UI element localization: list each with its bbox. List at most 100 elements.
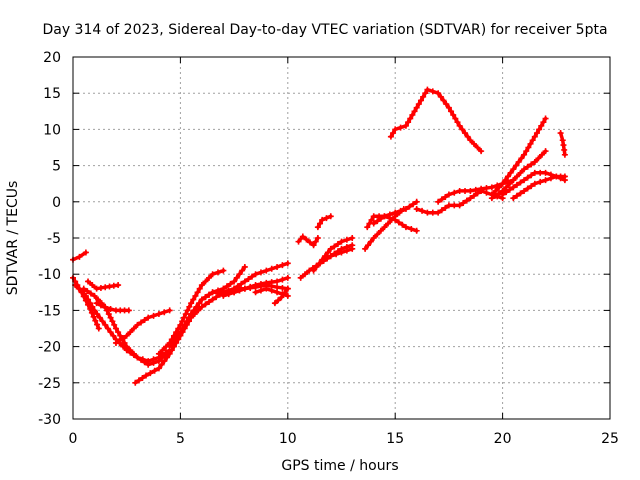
data-point-marker: [150, 312, 157, 319]
data-point-marker: [206, 291, 213, 298]
data-point-marker: [531, 169, 538, 176]
data-point-marker: [231, 285, 238, 292]
data-point-marker: [257, 269, 264, 276]
data-point-marker: [513, 162, 520, 169]
data-point-marker: [448, 108, 455, 115]
data-point-marker: [274, 289, 281, 296]
series-pass-dd: [510, 173, 568, 202]
data-point-marker: [139, 374, 146, 381]
y-tick-label: -10: [38, 267, 61, 283]
data-point-marker: [186, 303, 193, 310]
data-point-marker: [263, 267, 270, 274]
data-point-marker: [209, 271, 216, 278]
data-point-marker: [438, 207, 445, 214]
x-tick-label: 25: [601, 431, 619, 447]
data-point-marker: [392, 126, 399, 133]
data-point-marker: [194, 289, 201, 296]
data-point-marker: [158, 361, 165, 368]
data-point-marker: [408, 225, 415, 232]
data-point-marker: [527, 140, 534, 147]
data-point-marker: [245, 276, 252, 283]
data-point-marker: [513, 181, 520, 188]
data-point-marker: [334, 241, 341, 248]
data-point-marker: [206, 274, 213, 281]
data-point-marker: [97, 302, 104, 309]
data-point-marker: [409, 111, 416, 118]
data-point-marker: [435, 90, 442, 97]
data-point-marker: [343, 236, 350, 243]
data-point-marker: [188, 311, 195, 318]
data-point-marker: [257, 287, 264, 294]
series-trace: [73, 283, 172, 363]
data-point-marker: [85, 296, 92, 303]
data-point-marker: [297, 274, 304, 281]
axis-ticks: 0 5 10 15 20 25 -30 -25 -20 -15 -10 -5 0 5 10 15 20: [38, 50, 619, 447]
y-tick-label: -30: [38, 412, 61, 428]
data-point-marker: [424, 86, 431, 93]
data-point-marker: [112, 325, 119, 332]
data-point-marker: [528, 172, 535, 179]
data-point-marker: [531, 133, 538, 140]
data-point-marker: [299, 233, 306, 240]
data-point-marker: [263, 279, 270, 286]
data-point-marker: [517, 190, 524, 197]
data-point-marker: [506, 180, 513, 187]
data-point-marker: [115, 282, 122, 289]
data-point-marker: [521, 177, 528, 184]
data-point-marker: [284, 285, 291, 292]
data-point-marker: [241, 278, 248, 285]
data-point-marker: [343, 244, 350, 251]
series-pass-q: [297, 245, 356, 281]
data-point-marker: [488, 184, 495, 191]
data-point-marker: [503, 189, 510, 196]
data-point-marker: [172, 336, 179, 343]
data-point-marker: [456, 202, 463, 209]
data-point-marker: [155, 358, 162, 365]
data-point-marker: [537, 169, 544, 176]
data-point-marker: [381, 213, 388, 220]
data-point-marker: [429, 88, 436, 95]
data-point-marker: [184, 307, 191, 314]
data-point-marker: [125, 307, 132, 314]
data-point-marker: [196, 300, 203, 307]
data-point-marker: [521, 187, 528, 194]
data-point-marker: [268, 279, 275, 286]
data-point-marker: [169, 339, 176, 346]
y-axis-label: SDTVAR / TECUs: [5, 181, 21, 296]
data-point-marker: [402, 206, 409, 213]
data-point-marker: [443, 101, 450, 108]
data-point-marker: [198, 282, 205, 289]
data-point-marker: [198, 303, 205, 310]
data-point-marker: [213, 294, 220, 301]
y-tick-label: 10: [43, 122, 61, 138]
data-point-marker: [395, 219, 402, 226]
data-point-marker: [387, 133, 394, 140]
data-point-marker: [99, 318, 106, 325]
data-point-marker: [504, 173, 511, 180]
data-point-marker: [406, 203, 413, 210]
y-tick-label: 20: [43, 50, 61, 66]
data-point-marker: [91, 292, 98, 299]
data-point-marker: [161, 358, 168, 365]
data-point-marker: [478, 148, 485, 155]
data-point-marker: [159, 347, 166, 354]
data-point-marker: [411, 108, 418, 115]
data-point-marker: [323, 215, 330, 222]
data-point-marker: [284, 292, 291, 299]
data-point-marker: [202, 278, 209, 285]
data-point-marker: [397, 207, 404, 214]
data-point-marker: [402, 224, 409, 231]
data-point-marker: [317, 260, 324, 267]
data-point-marker: [87, 290, 94, 297]
data-point-marker: [91, 307, 98, 314]
data-point-marker: [364, 242, 371, 249]
data-point-marker: [392, 209, 399, 216]
data-point-marker: [193, 303, 200, 310]
data-point-marker: [80, 285, 87, 292]
data-point-marker: [89, 303, 96, 310]
data-point-marker: [390, 130, 397, 137]
data-point-marker: [236, 287, 243, 294]
series-pass-t: [314, 213, 334, 231]
data-point-marker: [319, 216, 326, 223]
data-point-marker: [183, 318, 190, 325]
